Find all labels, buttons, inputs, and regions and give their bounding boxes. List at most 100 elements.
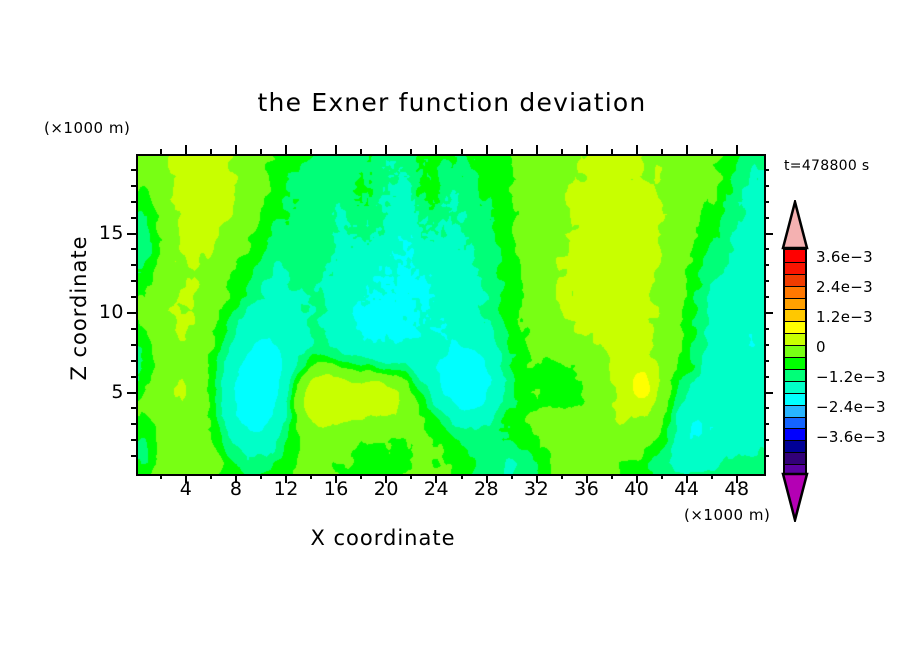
y-tick-label: 5	[111, 380, 124, 403]
x-tick-label: 28	[473, 478, 500, 500]
axis-tick	[764, 312, 773, 314]
colorbar-band	[785, 380, 805, 395]
y-axis-units-label: (×1000 m)	[44, 119, 131, 137]
axis-tick	[764, 233, 773, 235]
axis-tick	[210, 149, 212, 154]
axis-tick	[310, 149, 312, 154]
colorbar-bands	[783, 248, 807, 478]
colorbar-band	[785, 309, 805, 323]
colorbar-band	[785, 428, 805, 442]
axis-tick	[131, 217, 136, 219]
axis-tick	[764, 360, 769, 362]
axis-tick	[210, 474, 212, 479]
axis-tick	[435, 145, 437, 154]
timestamp-annotation: t=478800 s	[784, 158, 870, 174]
axis-tick	[686, 145, 688, 154]
axis-tick	[764, 455, 769, 457]
colorbar-band	[785, 261, 805, 276]
axis-tick	[360, 149, 362, 154]
colorbar-band	[785, 368, 805, 383]
axis-tick	[131, 328, 136, 330]
axis-tick	[131, 376, 136, 378]
axis-tick	[127, 233, 136, 235]
colorbar-under-arrow	[781, 472, 809, 522]
chart-title: the Exner function deviation	[257, 88, 647, 117]
contour-plot-area	[136, 154, 766, 476]
axis-tick	[131, 169, 136, 171]
x-tick-label: 4	[179, 478, 193, 500]
axis-tick	[160, 474, 162, 479]
axis-tick	[764, 264, 769, 266]
axis-tick	[131, 280, 136, 282]
axis-tick	[385, 145, 387, 154]
colorbar-label: 0	[816, 338, 826, 356]
x-axis-title: X coordinate	[310, 526, 456, 550]
axis-tick	[185, 474, 187, 483]
colorbar-band	[785, 357, 805, 371]
colorbar-band	[785, 273, 805, 288]
axis-tick	[586, 474, 588, 483]
axis-tick	[185, 145, 187, 154]
colorbar-band	[785, 333, 805, 347]
axis-tick	[736, 474, 738, 483]
colorbar: 3.6e−3 2.4e−3 1.2e−3 0 −1.2e−3 −2.4e−3 −3.6e−3	[780, 200, 886, 522]
axis-tick	[131, 423, 136, 425]
axis-tick	[131, 264, 136, 266]
axis-tick	[764, 185, 769, 187]
axis-tick	[711, 149, 713, 154]
x-tick-label: 24	[423, 478, 450, 500]
axis-tick	[764, 376, 769, 378]
x-tick-label: 20	[373, 478, 399, 500]
axis-tick	[764, 439, 769, 441]
axis-tick	[131, 439, 136, 441]
colorbar-label: 2.4e−3	[816, 278, 873, 296]
colorbar-band	[785, 452, 805, 466]
axis-tick	[764, 392, 773, 394]
axis-tick	[661, 149, 663, 154]
axis-tick	[536, 474, 538, 483]
axis-tick	[511, 474, 513, 479]
axis-tick	[686, 474, 688, 483]
axis-tick	[131, 407, 136, 409]
axis-tick	[511, 149, 513, 154]
axis-tick	[636, 145, 638, 154]
x-tick-label: 16	[323, 478, 349, 500]
axis-tick	[636, 474, 638, 483]
x-tick-label: 12	[273, 478, 299, 500]
axis-tick	[260, 474, 262, 479]
axis-tick	[764, 423, 769, 425]
axis-tick	[661, 474, 663, 479]
axis-tick	[260, 149, 262, 154]
colorbar-band	[785, 404, 805, 419]
axis-tick	[611, 149, 613, 154]
colorbar-band	[785, 250, 805, 263]
colorbar-over-arrow	[781, 200, 809, 250]
y-tick-label: 15	[98, 221, 124, 244]
axis-tick	[764, 169, 769, 171]
colorbar-band	[785, 321, 805, 335]
colorbar-band	[785, 297, 805, 312]
axis-tick	[764, 296, 769, 298]
axis-tick	[764, 280, 769, 282]
axis-tick	[536, 145, 538, 154]
colorbar-label: −1.2e−3	[816, 368, 886, 386]
axis-tick	[235, 474, 237, 483]
x-tick-label: 40	[624, 478, 650, 500]
x-tick-label: 8	[229, 478, 243, 500]
axis-tick	[360, 474, 362, 479]
axis-tick	[131, 455, 136, 457]
colorbar-label: 1.2e−3	[816, 308, 873, 326]
axis-tick	[131, 185, 136, 187]
axis-tick	[561, 149, 563, 154]
axis-tick	[611, 474, 613, 479]
axis-tick	[131, 296, 136, 298]
axis-tick	[335, 145, 337, 154]
axis-tick	[736, 145, 738, 154]
axis-tick	[127, 392, 136, 394]
axis-tick	[285, 474, 287, 483]
x-tick-label: 48	[724, 478, 750, 500]
axis-tick	[410, 149, 412, 154]
axis-tick	[385, 474, 387, 483]
axis-tick	[486, 145, 488, 154]
axis-tick	[764, 344, 769, 346]
